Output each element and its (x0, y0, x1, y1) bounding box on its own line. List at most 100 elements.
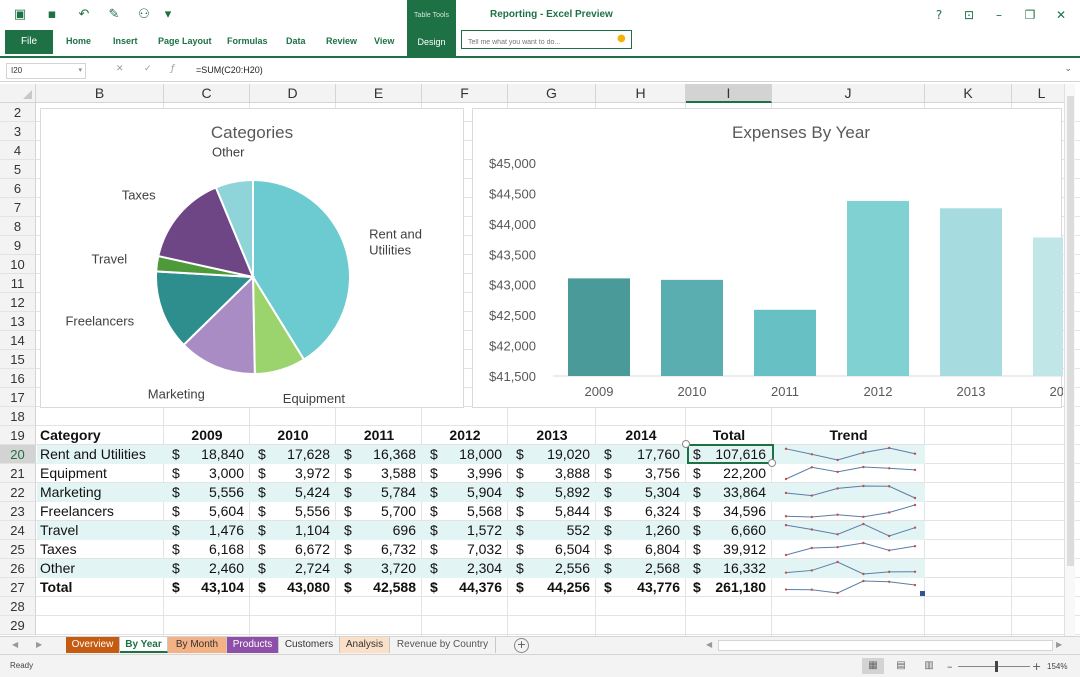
column-header-e[interactable]: E (336, 84, 422, 103)
row-header-25[interactable]: 25 (0, 540, 36, 559)
row-header-15[interactable]: 15 (0, 350, 36, 369)
table-resize-handle[interactable] (920, 591, 925, 596)
paint-bucket-icon[interactable]: ✎ (108, 7, 120, 22)
bar-chart-panel[interactable]: Expenses By Year $41,500 $42,000 $42,500 $43… (472, 108, 1063, 408)
row-header-28[interactable]: 28 (0, 597, 36, 616)
worksheet-grid[interactable]: B C D E F G H I J K L 2 3 4 5 6 7 8 9 10 11 12 13 14 15 16 17 18 19 2… (0, 84, 1080, 636)
column-header-j[interactable]: J (772, 84, 925, 103)
sheet-tab-products[interactable]: Products (227, 637, 279, 653)
resize-handle[interactable] (768, 459, 776, 467)
tell-me-box[interactable]: ● (461, 30, 632, 51)
page-layout-view-icon[interactable]: ▤ (896, 660, 906, 671)
share-people-icon[interactable]: ⚇ (138, 7, 150, 22)
help-icon[interactable]: ? (935, 8, 943, 22)
row-header-13[interactable]: 13 (0, 312, 36, 331)
row-header-21[interactable]: 21 (0, 464, 36, 483)
normal-view-icon[interactable]: ▦ (862, 658, 884, 674)
tell-me-input[interactable] (462, 34, 610, 51)
row-header-6[interactable]: 6 (0, 179, 36, 198)
bar-2010[interactable] (661, 279, 723, 376)
row-header-14[interactable]: 14 (0, 331, 36, 350)
sheet-tab-by-month[interactable]: By Month (168, 637, 227, 653)
row-header-27[interactable]: 27 (0, 578, 36, 597)
sheet-tab-by-year[interactable]: By Year (120, 637, 168, 653)
vertical-scroll-thumb[interactable] (1067, 96, 1074, 566)
selected-cell-i20[interactable] (687, 444, 774, 464)
row-header-4[interactable]: 4 (0, 141, 36, 160)
ribbon-display-icon[interactable]: ⊡ (963, 8, 975, 22)
column-header-c[interactable]: C (164, 84, 250, 103)
column-header-g[interactable]: G (508, 84, 596, 103)
sheet-tab-overview[interactable]: Overview (66, 637, 120, 653)
pie-chart-panel[interactable]: Categories Rent and Utilities Equipment Mark… (40, 108, 464, 408)
zoom-out-icon[interactable]: – (947, 660, 953, 673)
confirm-entry-icon[interactable]: ✓ (144, 64, 152, 74)
page-break-view-icon[interactable]: ▥ (924, 660, 934, 671)
column-header-f[interactable]: F (422, 84, 508, 103)
close-icon[interactable]: ✕ (1055, 8, 1067, 22)
tab-view[interactable]: View (374, 36, 395, 46)
row-header-29[interactable]: 29 (0, 616, 36, 635)
add-sheet-button[interactable]: + (514, 638, 529, 653)
row-header-24[interactable]: 24 (0, 521, 36, 540)
sheet-next-icon[interactable]: ▶ (36, 640, 43, 649)
zoom-slider[interactable] (958, 666, 1030, 667)
save-icon[interactable]: ▪ (47, 7, 57, 22)
bar-2014[interactable] (1033, 237, 1063, 376)
hscroll-left-icon[interactable]: ◀ (706, 640, 713, 649)
resize-handle[interactable] (682, 440, 690, 448)
row-header-26[interactable]: 26 (0, 559, 36, 578)
sheet-tab-analysis[interactable]: Analysis (340, 637, 390, 653)
row-header-19[interactable]: 19 (0, 426, 36, 445)
vertical-scrollbar[interactable] (1064, 84, 1075, 636)
hscroll-right-icon[interactable]: ▶ (1056, 640, 1063, 649)
name-box[interactable]: I20 ▾ (6, 63, 86, 79)
formula-input[interactable]: =SUM(C20:H20) (196, 65, 263, 75)
column-header-d[interactable]: D (250, 84, 336, 103)
pie-slice-marketing[interactable] (182, 274, 256, 375)
tab-design[interactable]: Design (417, 37, 446, 47)
column-header-k[interactable]: K (925, 84, 1012, 103)
row-header-20[interactable]: 20 (0, 445, 36, 464)
tab-insert[interactable]: Insert (113, 36, 138, 46)
horizontal-scrollbar[interactable] (718, 640, 1053, 651)
row-header-7[interactable]: 7 (0, 198, 36, 217)
tab-data[interactable]: Data (286, 36, 306, 46)
select-all-corner[interactable] (0, 84, 36, 103)
row-header-23[interactable]: 23 (0, 502, 36, 521)
bar-2009[interactable] (568, 278, 630, 376)
tab-formulas[interactable]: Formulas (227, 36, 268, 46)
expand-formula-icon[interactable]: ⌄ (1064, 64, 1072, 74)
sheet-prev-icon[interactable]: ◀ (12, 640, 19, 649)
column-header-b[interactable]: B (36, 84, 164, 103)
tab-file[interactable]: File (5, 30, 53, 54)
cancel-entry-icon[interactable]: ✕ (116, 64, 124, 74)
restore-icon[interactable]: ❐ (1024, 8, 1036, 22)
minimize-icon[interactable]: – (996, 8, 1002, 22)
tab-page-layout[interactable]: Page Layout (158, 36, 212, 46)
row-header-17[interactable]: 17 (0, 388, 36, 407)
row-header-12[interactable]: 12 (0, 293, 36, 312)
pie-slice-other[interactable] (214, 178, 254, 278)
chevron-down-icon[interactable]: ▾ (78, 67, 82, 74)
undo-icon[interactable]: ↶ (78, 7, 90, 22)
bar-2013[interactable] (940, 208, 1002, 376)
zoom-in-icon[interactable]: + (1032, 660, 1042, 673)
row-header-5[interactable]: 5 (0, 160, 36, 179)
sheet-tab-customers[interactable]: Customers (279, 637, 340, 653)
tab-review[interactable]: Review (326, 36, 358, 46)
column-header-i[interactable]: I (686, 84, 772, 103)
row-header-16[interactable]: 16 (0, 369, 36, 388)
column-header-l[interactable]: L (1012, 84, 1072, 103)
bar-2011[interactable] (754, 309, 816, 376)
row-header-11[interactable]: 11 (0, 274, 36, 293)
zoom-level[interactable]: 154% (1047, 662, 1068, 671)
pie-slice-freelancers[interactable] (155, 270, 256, 347)
row-header-18[interactable]: 18 (0, 407, 36, 426)
sheet-tab-revenue-by-country[interactable]: Revenue by Country (390, 637, 496, 653)
row-header-8[interactable]: 8 (0, 217, 36, 236)
column-header-h[interactable]: H (596, 84, 686, 103)
zoom-slider-thumb[interactable] (995, 661, 998, 672)
bar-2012[interactable] (847, 200, 909, 376)
pie-slice-taxes[interactable] (157, 186, 255, 279)
